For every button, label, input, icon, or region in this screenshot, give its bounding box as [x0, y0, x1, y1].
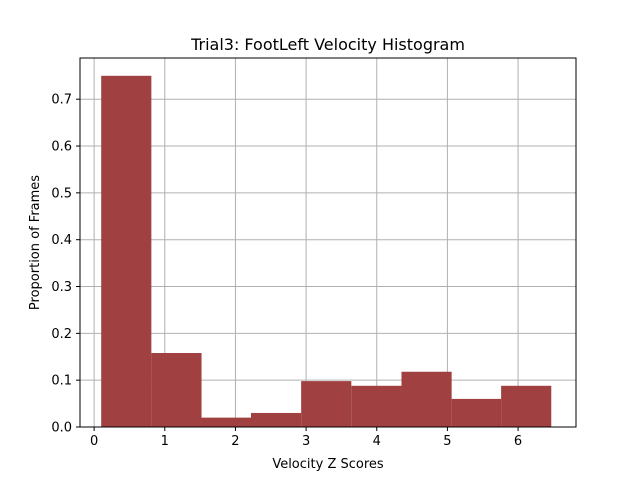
- x-tick-label: 3: [302, 434, 310, 449]
- y-tick-label: 0.2: [51, 327, 72, 342]
- histogram-bar: [351, 385, 402, 427]
- x-tick-label: 6: [514, 434, 522, 449]
- y-tick-label: 0.5: [51, 186, 72, 201]
- chart-title: Trial3: FootLeft Velocity Histogram: [190, 35, 465, 54]
- x-tick-label: 2: [231, 434, 239, 449]
- y-tick-label: 0.3: [51, 280, 72, 295]
- histogram-bar: [301, 381, 352, 427]
- y-tick-label: 0.1: [51, 374, 72, 389]
- histogram-bar: [401, 371, 452, 427]
- histogram-bar: [151, 353, 202, 427]
- histogram-bar: [250, 412, 302, 427]
- y-tick-label: 0.6: [51, 140, 72, 155]
- x-axis-title: Velocity Z Scores: [272, 457, 384, 472]
- histogram-bar: [501, 385, 552, 427]
- y-tick-label: 0.0: [51, 421, 72, 436]
- x-tick-label: 4: [373, 434, 381, 449]
- histogram-bar: [101, 75, 152, 427]
- histogram-bar: [201, 417, 251, 427]
- y-tick-label: 0.7: [51, 93, 72, 108]
- y-axis-title: Proportion of Frames: [28, 175, 43, 310]
- x-tick-label: 5: [443, 434, 451, 449]
- x-tick-label: 0: [90, 434, 98, 449]
- y-tick-label: 0.4: [51, 233, 72, 248]
- axis-ticks: 0 1 2 3 4 5 6 0.0 0.1 0.2 0.3 0.4 0.5 0.6 0.7: [51, 93, 522, 449]
- x-tick-label: 1: [161, 434, 169, 449]
- histogram-bars: [101, 75, 552, 427]
- histogram-bar: [451, 398, 502, 427]
- plot-frame: [79, 57, 577, 428]
